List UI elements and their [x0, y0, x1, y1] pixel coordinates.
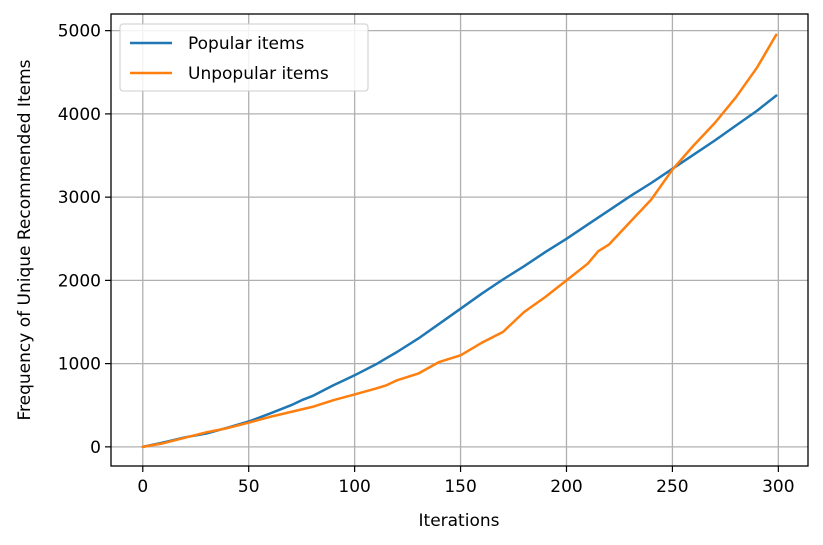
y-tick-label: 4000: [58, 105, 101, 125]
x-tick-label: 300: [762, 477, 794, 497]
x-tick-label: 100: [338, 477, 370, 497]
legend-label-popular: Popular items: [188, 34, 305, 54]
y-axis-label: Frequency of Unique Recommended Items: [15, 59, 35, 420]
x-tick-label: 200: [550, 477, 582, 497]
x-tick-label: 50: [238, 477, 260, 497]
y-tick-label: 3000: [58, 188, 101, 208]
y-tick-label: 0: [90, 438, 101, 458]
x-tick-label: 150: [444, 477, 476, 497]
plot-frame: [110, 13, 809, 467]
series-lines: [141, 33, 778, 449]
x-axis-label: Iterations: [419, 511, 500, 531]
legend: Popular items Unpopular items: [119, 23, 369, 92]
x-tick-label: 250: [656, 477, 688, 497]
y-tick-label: 1000: [58, 355, 101, 375]
legend-label-unpopular: Unpopular items: [188, 64, 329, 84]
legend-box: [119, 23, 369, 92]
series-line-popular: [141, 94, 778, 449]
series-line-unpopular: [141, 33, 778, 449]
y-tick-label: 2000: [58, 271, 101, 291]
x-tick-label: 0: [137, 477, 148, 497]
y-tick-label: 5000: [58, 22, 101, 42]
